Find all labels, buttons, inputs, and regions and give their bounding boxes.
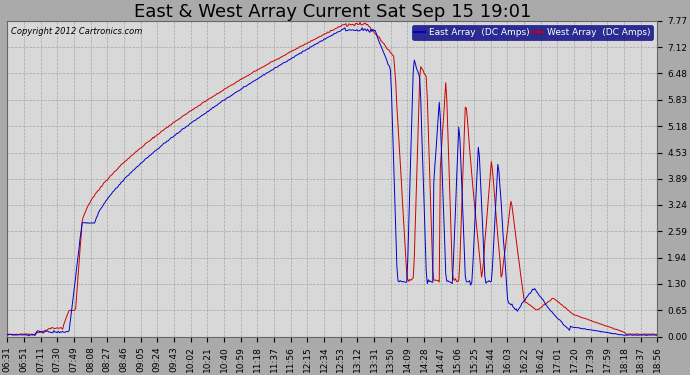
Legend: East Array  (DC Amps), West Array  (DC Amps): East Array (DC Amps), West Array (DC Amp… bbox=[412, 26, 653, 40]
Title: East & West Array Current Sat Sep 15 19:01: East & West Array Current Sat Sep 15 19:… bbox=[134, 3, 531, 21]
Text: Copyright 2012 Cartronics.com: Copyright 2012 Cartronics.com bbox=[10, 27, 142, 36]
